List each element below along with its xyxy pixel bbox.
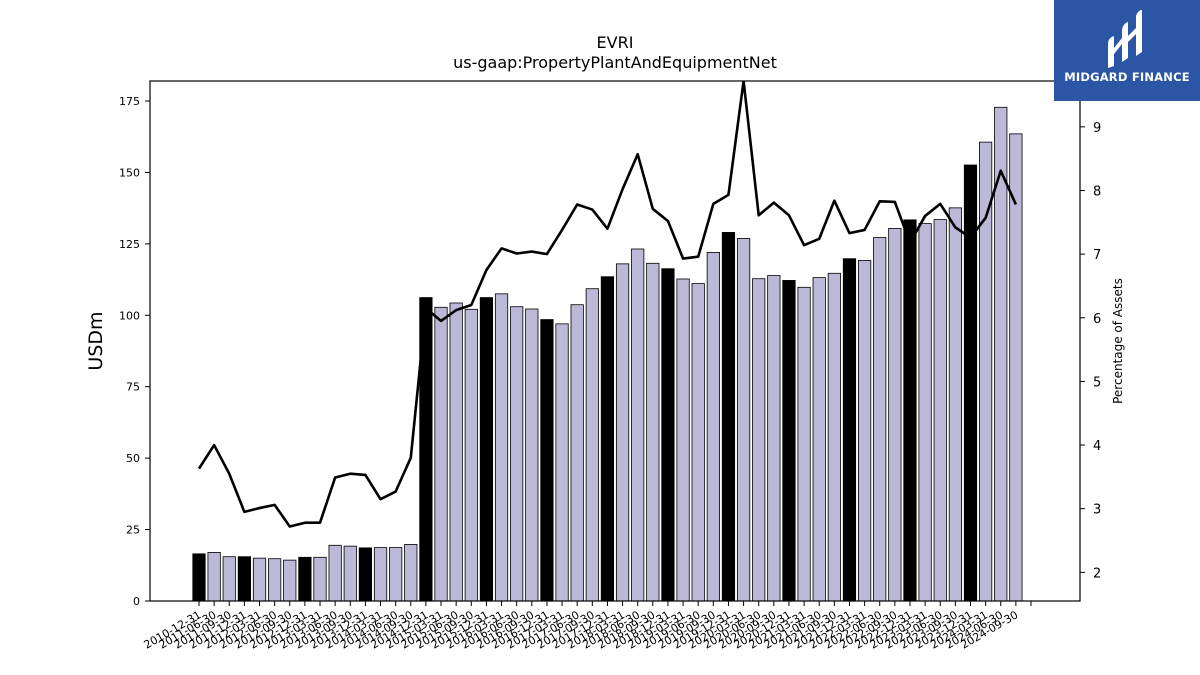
bar-2012-12-31 — [313, 556, 327, 602]
bar-2020-09-30 — [782, 280, 796, 602]
y2-axis-label: Percentage of Assets — [1111, 278, 1125, 404]
bar-2014-03-31 — [389, 547, 403, 602]
bar-2023-06-30 — [948, 207, 962, 602]
y2-tick-label: 5 — [1093, 375, 1101, 390]
chart-subtitle: us-gaap:PropertyPlantAndEquipmentNet — [453, 53, 777, 72]
y-tick-label: 25 — [126, 524, 140, 537]
midgard-logo-icon — [1108, 10, 1142, 68]
bar-2019-06-30 — [706, 252, 720, 602]
bar-2018-06-30 — [646, 262, 660, 602]
bar-2019-03-31 — [691, 283, 705, 602]
bars-layer — [192, 106, 1023, 602]
bar-2016-12-31 — [555, 323, 569, 602]
bar-2021-09-30 — [842, 258, 857, 602]
bar-2023-12-31 — [979, 141, 993, 602]
y2-tick-label: 2 — [1093, 566, 1101, 581]
bar-2022-09-30 — [903, 219, 917, 602]
y-tick-label: 150 — [119, 166, 140, 179]
bar-2023-03-31 — [933, 219, 947, 602]
y-tick-label: 100 — [119, 309, 140, 322]
bar-2016-03-31 — [510, 306, 524, 602]
bar-2022-06-30 — [888, 228, 902, 602]
bar-2020-12-31 — [797, 286, 811, 602]
bar-2015-12-31 — [494, 293, 509, 602]
y-axis-left: 0 25 50 75 100 125 150 175 — [119, 95, 150, 608]
bar-2013-06-30 — [343, 545, 357, 602]
y2-tick-label: 8 — [1093, 184, 1101, 199]
bar-2021-03-31 — [812, 277, 826, 602]
bar-2017-06-30 — [585, 288, 599, 602]
bar-2016-09-30 — [540, 319, 554, 602]
bar-2021-12-31 — [858, 260, 872, 602]
bar-2013-03-31 — [328, 544, 342, 602]
y2-tick-label: 9 — [1093, 121, 1101, 136]
bar-2019-09-30 — [721, 232, 736, 602]
bar-2014-06-30 — [404, 544, 418, 602]
bar-2012-09-30 — [298, 556, 312, 602]
bar-2010-12-31 — [192, 553, 206, 602]
y-tick-label: 75 — [126, 381, 140, 394]
y-tick-label: 175 — [119, 95, 140, 108]
bar-2011-12-31 — [252, 557, 267, 602]
bar-2017-12-31 — [615, 263, 630, 602]
y-axis-label: USDm — [85, 311, 107, 370]
bar-2022-03-31 — [873, 237, 887, 602]
bar-2017-09-30 — [600, 276, 615, 602]
bar-2019-12-31 — [736, 238, 751, 602]
y2-tick-label: 7 — [1093, 248, 1101, 263]
bar-2022-12-31 — [918, 223, 932, 602]
bar-2016-06-30 — [525, 308, 539, 602]
bar-2014-12-31 — [434, 306, 448, 602]
bar-2015-09-30 — [479, 297, 494, 602]
bar-2018-09-30 — [661, 268, 675, 602]
y-tick-label: 125 — [119, 238, 140, 251]
y-axis-right: 2 3 4 5 6 7 8 9 — [1080, 121, 1101, 581]
bar-2011-09-30 — [237, 556, 251, 602]
x-axis: 2010-12-312011-06-302011-09-302011-12-31… — [142, 601, 1032, 652]
bar-2011-03-31 — [207, 552, 221, 602]
y2-tick-label: 6 — [1093, 312, 1101, 327]
bar-2015-03-31 — [449, 302, 463, 602]
plot-frame — [149, 80, 1081, 602]
bar-2021-06-30 — [827, 272, 841, 602]
chart-title: EVRI — [597, 33, 634, 52]
bar-2011-06-30 — [222, 556, 236, 602]
bar-2017-03-31 — [570, 304, 584, 602]
bar-2013-12-31 — [373, 547, 388, 602]
line-layer — [197, 81, 1018, 528]
logo-text: MIDGARD FINANCE — [1064, 70, 1190, 84]
bar-2018-03-31 — [631, 248, 645, 602]
bar-2012-03-31 — [268, 558, 282, 602]
percentage-line — [197, 81, 1018, 528]
bar-2015-06-30 — [464, 308, 478, 602]
bar-2018-12-31 — [676, 278, 690, 602]
y-tick-label: 0 — [133, 595, 140, 608]
y2-tick-label: 4 — [1093, 439, 1101, 454]
bar-2020-06-30 — [767, 275, 781, 602]
midgard-logo: MIDGARD FINANCE — [1054, 0, 1200, 101]
y-tick-label: 50 — [126, 452, 140, 465]
bar-2013-09-30 — [358, 547, 373, 602]
y2-tick-label: 3 — [1093, 503, 1101, 518]
bar-2020-03-31 — [752, 278, 766, 602]
bar-2012-06-30 — [283, 559, 297, 602]
